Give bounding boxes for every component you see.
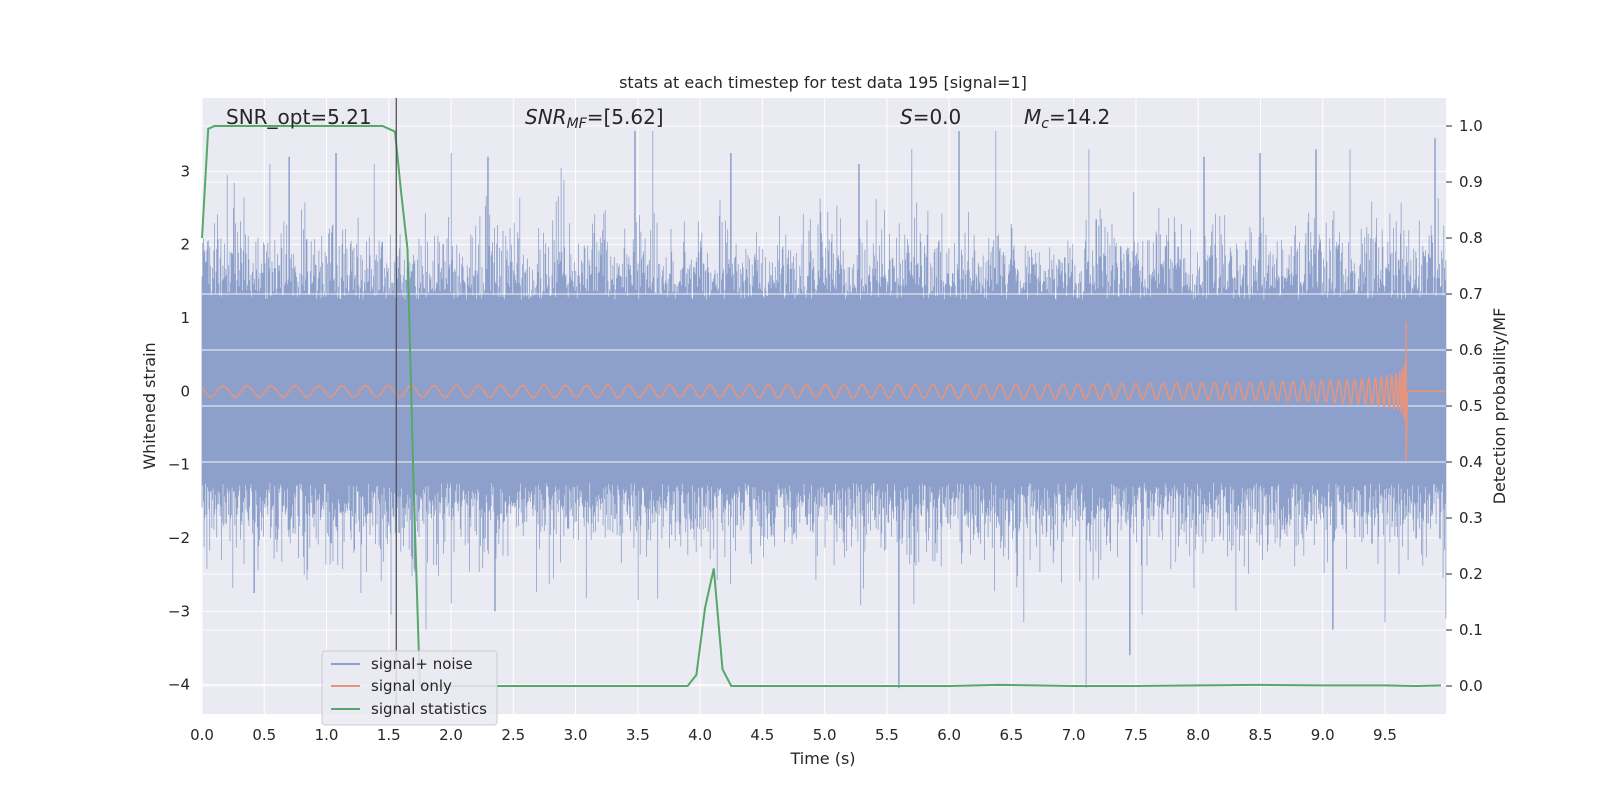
y-right-tick-label: 1.0 bbox=[1459, 117, 1483, 135]
mc-value: =14.2 bbox=[1049, 105, 1110, 129]
y-right-tick-label: 0.8 bbox=[1459, 229, 1483, 247]
snr-mf-subscript: MF bbox=[567, 116, 588, 132]
x-tick-label: 1.5 bbox=[377, 726, 401, 744]
x-tick-label: 8.0 bbox=[1186, 726, 1210, 744]
x-tick-label: 6.0 bbox=[937, 726, 961, 744]
x-tick-label: 2.0 bbox=[439, 726, 463, 744]
snr-mf-value: =[5.62] bbox=[587, 105, 664, 129]
y-right-tick-label: 0.0 bbox=[1459, 677, 1483, 695]
y-left-tick-label: 3 bbox=[180, 162, 190, 180]
y-right-tick-label: 0.9 bbox=[1459, 173, 1483, 191]
y-left-tick-label: 0 bbox=[180, 382, 190, 400]
mc-label: M bbox=[1024, 105, 1041, 129]
y-right-tick-label: 0.1 bbox=[1459, 621, 1483, 639]
signal-only-series bbox=[201, 321, 1446, 462]
y-left-tick-labels: 3 2 1 0 −1 −2 −3 −4 bbox=[168, 162, 190, 693]
mc-annotation: Mc=14.2 bbox=[1024, 105, 1110, 132]
y-left-tick-label: 1 bbox=[180, 309, 190, 327]
y-left-tick-label: 2 bbox=[180, 236, 190, 254]
y-right-axis-label: Detection probability/MF bbox=[1490, 308, 1509, 505]
legend-label-signal-statistics: signal statistics bbox=[371, 700, 487, 718]
snr-opt-annotation: SNR_opt=5.21 bbox=[226, 105, 372, 129]
signal-only-line bbox=[201, 321, 1446, 462]
x-tick-label: 2.5 bbox=[501, 726, 525, 744]
y-right-tick-label: 0.5 bbox=[1459, 397, 1483, 415]
x-tick-label: 9.0 bbox=[1311, 726, 1335, 744]
y-left-tick-label: −1 bbox=[168, 456, 190, 474]
y-right-tick-label: 0.6 bbox=[1459, 341, 1483, 359]
s-value: =0.0 bbox=[913, 105, 962, 129]
mc-subscript: c bbox=[1041, 116, 1049, 132]
x-tick-labels: 0.0 0.5 1.0 1.5 2.0 2.5 3.0 3.5 4.0 4.5 5.0 5.5 6.0 6… bbox=[190, 726, 1397, 744]
y-right-tick-label: 0.2 bbox=[1459, 565, 1483, 583]
x-axis-label: Time (s) bbox=[789, 749, 855, 768]
snr-mf-label: SNR bbox=[525, 105, 567, 129]
y-right-tick-labels: 1.0 0.9 0.8 0.7 0.6 0.5 0.4 0.3 0.2 0.1 0.0 bbox=[1446, 117, 1483, 695]
x-tick-label: 0.5 bbox=[252, 726, 276, 744]
signal-statistics-line bbox=[201, 125, 1442, 688]
snr-mf-annotation: SNRMF=[5.62] bbox=[525, 105, 664, 132]
x-tick-label: 7.0 bbox=[1062, 726, 1086, 744]
x-tick-label: 8.5 bbox=[1249, 726, 1273, 744]
x-tick-label: 3.5 bbox=[626, 726, 650, 744]
y-left-axis-label: Whitened strain bbox=[140, 342, 159, 469]
y-right-tick-label: 0.7 bbox=[1459, 285, 1483, 303]
y-left-tick-label: −3 bbox=[168, 602, 190, 620]
y-left-tick-label: −2 bbox=[168, 529, 190, 547]
x-tick-label: 1.0 bbox=[315, 726, 339, 744]
x-tick-label: 7.5 bbox=[1124, 726, 1148, 744]
s-annotation: S=0.0 bbox=[900, 105, 961, 129]
legend-box bbox=[321, 650, 498, 726]
y-right-tick-label: 0.4 bbox=[1459, 453, 1483, 471]
x-tick-label: 4.5 bbox=[750, 726, 774, 744]
x-tick-label: 0.0 bbox=[190, 726, 214, 744]
s-label: S bbox=[900, 105, 913, 129]
x-tick-label: 5.0 bbox=[813, 726, 837, 744]
y-left-tick-label: −4 bbox=[168, 676, 190, 694]
x-tick-label: 9.5 bbox=[1373, 726, 1397, 744]
x-tick-label: 3.0 bbox=[564, 726, 588, 744]
x-tick-label: 4.0 bbox=[688, 726, 712, 744]
legend-label-signal-noise: signal+ noise bbox=[371, 655, 473, 673]
y-right-tick-label: 0.3 bbox=[1459, 509, 1483, 527]
chart-title: stats at each timestep for test data 195… bbox=[619, 73, 1027, 92]
legend: signal+ noise signal only signal statist… bbox=[321, 650, 498, 726]
x-tick-label: 6.5 bbox=[999, 726, 1023, 744]
legend-label-signal-only: signal only bbox=[371, 677, 452, 695]
signal-statistics-series bbox=[201, 125, 1442, 688]
x-tick-label: 5.5 bbox=[875, 726, 899, 744]
